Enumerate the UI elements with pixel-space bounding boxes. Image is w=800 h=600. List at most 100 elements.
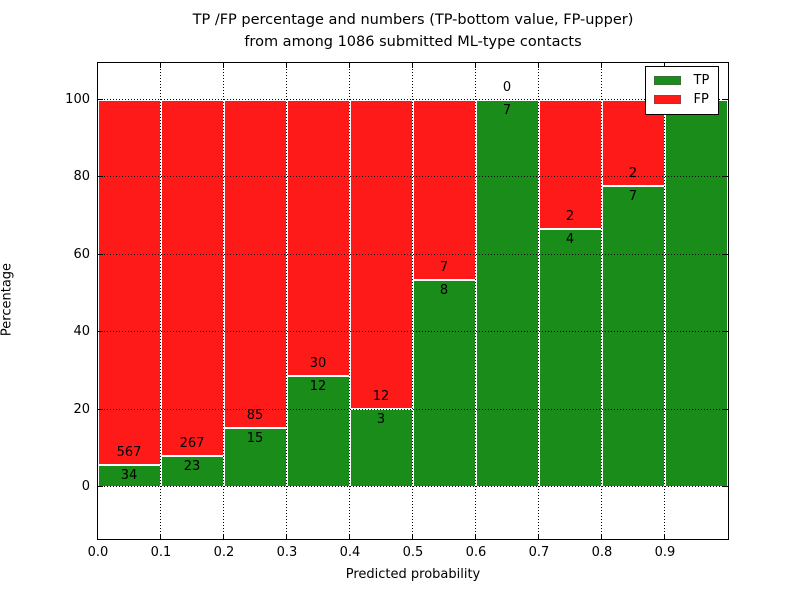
tp-color-swatch-icon [653, 75, 681, 85]
x-tick-label: 0.8 [591, 545, 613, 560]
tp-bar-segment [475, 99, 539, 487]
y-tick-mark-left [97, 486, 103, 487]
stacked-bar [160, 99, 224, 487]
tp-bar-segment [223, 428, 287, 487]
x-tick-mark-top [601, 62, 602, 68]
x-tick-mark-bottom [538, 533, 539, 539]
tp-count-label: 34 [120, 467, 138, 483]
chart-title-line-1: TP /FP percentage and numbers (TP-bottom… [192, 12, 634, 28]
x-tick-mark-bottom [412, 533, 413, 539]
fp-count-label: 2 [565, 208, 575, 224]
stacked-bar [349, 99, 413, 487]
fp-count-label: 12 [372, 389, 390, 405]
x-tick-mark-top [160, 62, 161, 68]
x-tick-mark-bottom [160, 533, 161, 539]
y-tick-mark-right [722, 486, 728, 487]
fp-bar-segment [412, 99, 476, 281]
fp-count-label: 2 [628, 165, 638, 181]
stacked-bar [538, 99, 602, 487]
legend: TP FP [644, 65, 720, 115]
x-tick-mark-top [412, 62, 413, 68]
tp-bar-segment [538, 228, 602, 487]
v-gridline [475, 62, 476, 539]
x-tick-mark-bottom [97, 533, 98, 539]
x-tick-label: 0.0 [87, 545, 109, 560]
tp-bar-segment [601, 185, 665, 487]
x-tick-mark-bottom [349, 533, 350, 539]
x-tick-label: 0.5 [402, 545, 424, 560]
tp-count-label: 23 [183, 458, 201, 474]
fp-count-label: 567 [116, 444, 142, 460]
tp-count-label: 4 [565, 231, 575, 247]
y-tick-mark-right [722, 408, 728, 410]
v-gridline [223, 62, 224, 539]
y-tick-label: 60 [73, 246, 90, 262]
x-tick-mark-top [223, 62, 224, 68]
fp-bar-segment [538, 99, 602, 229]
fp-count-label: 30 [309, 355, 327, 371]
y-tick-mark-right [722, 176, 728, 178]
stacked-bar [475, 99, 539, 487]
x-tick-label: 0.1 [150, 545, 172, 560]
stacked-bar [601, 99, 665, 487]
chart-title-line-2: from among 1086 submitted ML-type contac… [244, 34, 582, 50]
x-tick-label: 0.3 [276, 545, 298, 560]
x-tick-mark-bottom [664, 533, 665, 539]
x-tick-label: 0.9 [654, 545, 676, 560]
stacked-bar [412, 99, 476, 487]
x-tick-mark-bottom [475, 533, 476, 539]
legend-label-tp: TP [693, 72, 710, 88]
v-gridline [601, 62, 602, 539]
fp-count-label: 7 [439, 260, 449, 276]
chart-title: TP /FP percentage and numbers (TP-bottom… [98, 9, 728, 53]
x-tick-mark-top [286, 62, 287, 68]
x-tick-mark-top [475, 62, 476, 68]
y-tick-mark-left [97, 253, 103, 255]
x-axis-label: Predicted probability [345, 567, 481, 582]
stacked-bar [286, 99, 350, 487]
stacked-bar [664, 99, 728, 487]
plot-area: 5673426723851530121237807242701 TP FP [96, 61, 729, 540]
v-gridline [664, 62, 665, 539]
fp-count-label: 85 [246, 408, 264, 424]
x-tick-label: 0.4 [339, 545, 361, 560]
y-tick-label: 20 [73, 401, 90, 417]
x-tick-label: 0.7 [528, 545, 550, 560]
v-gridline [349, 62, 350, 539]
legend-item-fp: FP [653, 90, 710, 109]
x-tick-mark-bottom [601, 533, 602, 539]
tp-bar-segment [412, 280, 476, 487]
y-tick-mark-right [722, 99, 728, 100]
x-tick-mark-bottom [286, 533, 287, 539]
y-tick-mark-left [97, 331, 103, 333]
x-tick-mark-top [97, 62, 98, 68]
legend-label-fp: FP [693, 91, 709, 107]
v-gridline [412, 62, 413, 539]
tp-count-label: 8 [439, 283, 449, 299]
y-tick-mark-left [97, 176, 103, 178]
y-tick-mark-right [722, 331, 728, 333]
tp-count-label: 15 [246, 431, 264, 447]
tp-count-label: 3 [376, 412, 386, 428]
x-tick-mark-top [349, 62, 350, 68]
fp-count-label: 0 [502, 79, 512, 95]
tp-count-label: 7 [628, 188, 638, 204]
legend-item-tp: TP [653, 71, 710, 90]
tp-bar-segment [349, 409, 413, 487]
stacked-bar [223, 99, 287, 487]
v-gridline [286, 62, 287, 539]
y-axis-label: Percentage [0, 262, 15, 337]
y-tick-label: 40 [73, 324, 90, 340]
y-tick-mark-right [722, 253, 728, 255]
fp-color-swatch-icon [653, 94, 681, 104]
x-tick-label: 0.2 [213, 545, 235, 560]
y-tick-mark-left [97, 99, 103, 100]
x-tick-label: 0.6 [465, 545, 487, 560]
fp-bar-segment [286, 99, 350, 376]
stacked-bar [97, 99, 161, 487]
v-gridline [160, 62, 161, 539]
y-tick-label: 0 [81, 479, 90, 494]
fp-count-label: 267 [179, 435, 205, 451]
fp-bar-segment [97, 99, 161, 465]
